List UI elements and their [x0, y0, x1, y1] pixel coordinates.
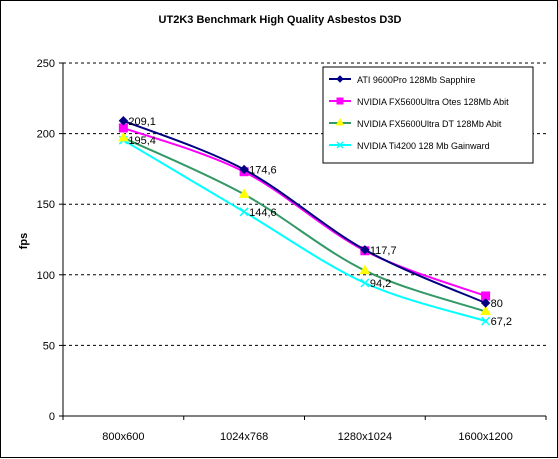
marker-x-stroke — [336, 141, 344, 149]
marker-diamond — [336, 75, 344, 83]
marker-square — [336, 97, 344, 105]
legend-entry: NVIDIA Ti4200 128 Mb Gainward — [357, 141, 490, 151]
data-label: 195,4 — [128, 135, 156, 147]
marker-triangle — [480, 305, 491, 316]
series-line — [123, 127, 486, 297]
series-line — [122, 136, 486, 313]
x-tick-label: 1024x768 — [220, 431, 268, 443]
marker-x-stroke — [481, 316, 491, 326]
marker-diamond — [239, 164, 249, 175]
series-line — [122, 139, 486, 323]
marker-x — [239, 207, 249, 217]
y-tick-label: 200 — [37, 129, 55, 141]
data-label: 174,6 — [249, 164, 277, 176]
marker-triangle — [335, 118, 345, 126]
marker-triangle — [238, 188, 250, 198]
data-labels: 209,1 174,6 117,7 80 195,4 144,6 94,2 67,2 — [128, 116, 512, 328]
y-tick-label: 150 — [37, 199, 55, 211]
data-label: 67,2 — [491, 316, 512, 328]
x-tick-label: 1600x1200 — [458, 431, 512, 443]
y-tick-label: 250 — [37, 58, 55, 70]
y-axis-label: fps — [18, 233, 30, 250]
marker-x-stroke — [239, 207, 249, 217]
data-label: 94,2 — [370, 278, 391, 290]
axes — [59, 62, 547, 420]
data-label: 117,7 — [370, 245, 397, 257]
x-tick-label: 1280x1024 — [338, 431, 392, 443]
marker-triangle — [118, 131, 129, 142]
marker-diamond — [480, 298, 491, 308]
marker-diamond — [118, 116, 129, 126]
legend: ATI 9600Pro 128Mb Sapphire NVIDIA FX5600U… — [322, 66, 534, 164]
legend-entry: NVIDIA FX5600Ultra DT 128Mb Abit — [357, 119, 502, 129]
x-tick-label: 800x600 — [102, 431, 144, 443]
marker-x — [360, 278, 370, 288]
marker-x — [336, 141, 344, 149]
data-label: 80 — [491, 298, 503, 310]
legend-entry: NVIDIA FX5600Ultra Otes 128Mb Abit — [357, 97, 509, 107]
marker-triangle — [359, 264, 371, 275]
y-tick-label: 0 — [49, 411, 55, 423]
series-line — [123, 119, 487, 304]
legend-box — [322, 66, 534, 164]
marker-diamond — [360, 245, 370, 255]
tick-labels: 0 50 100 150 200 250 800x600 1024x768 1280x1024 1… — [37, 58, 513, 443]
series-group — [118, 116, 491, 326]
y-tick-label: 100 — [37, 270, 55, 282]
data-label: 144,6 — [249, 207, 277, 219]
legend-entry: ATI 9600Pro 128Mb Sapphire — [357, 75, 475, 85]
chart-title: UT2K3 Benchmark High Quality Asbestos D3… — [159, 14, 402, 26]
marker-x — [481, 316, 491, 326]
y-tick-label: 50 — [43, 340, 55, 352]
marker-x-stroke — [360, 278, 370, 288]
data-label: 209,1 — [128, 116, 156, 128]
